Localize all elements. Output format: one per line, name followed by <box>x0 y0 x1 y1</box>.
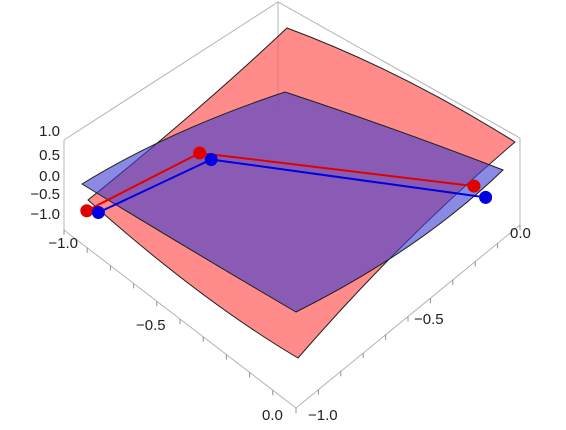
x-tick-label: −1.0 <box>308 407 338 424</box>
y-axis-labels: 0.0 −0.5 <box>136 317 283 424</box>
x-tick-label: 0.0 <box>510 225 531 242</box>
z-tick-label: −1.0 <box>30 206 60 223</box>
series-point <box>91 206 105 220</box>
series-point <box>204 153 218 166</box>
z-tick-label: 1.0 <box>39 123 60 140</box>
y-tick-label: 0.0 <box>262 407 283 424</box>
z-tick-label: −0.5 <box>30 186 60 203</box>
axis-ticks <box>63 225 521 413</box>
y-tick-label: −0.5 <box>136 317 166 334</box>
z-tick-label: 0.5 <box>39 147 60 164</box>
series-point <box>193 146 207 160</box>
point-series <box>80 146 493 220</box>
series-point <box>467 179 481 193</box>
z-tick-label: −1.0 <box>48 235 78 252</box>
x-tick-label: −0.5 <box>414 311 444 328</box>
z-tick-label: 0.0 <box>39 168 60 185</box>
z-axis-labels: 1.0 0.5 0.0 −0.5 −1.0 −1.0 <box>30 123 78 252</box>
series-point <box>80 204 94 218</box>
x-axis-labels: 0.0 −0.5 −1.0 <box>308 225 531 424</box>
blue-surface <box>81 91 504 313</box>
series-point <box>479 190 493 204</box>
